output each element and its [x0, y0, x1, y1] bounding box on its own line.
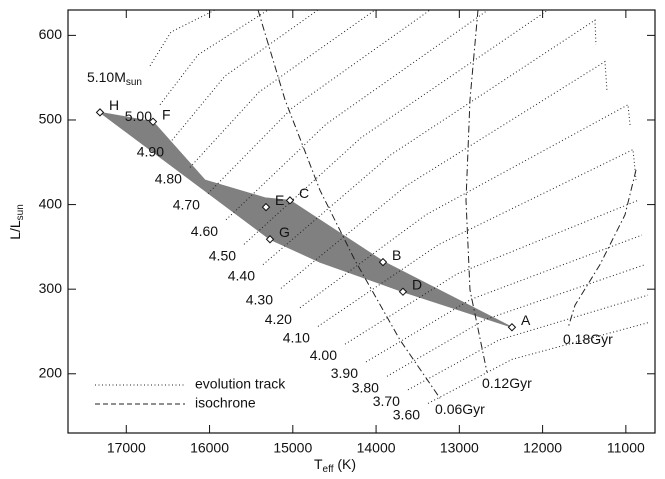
evolution-track — [171, 10, 319, 141]
point-marker — [398, 287, 408, 296]
track-label: 4.70 — [173, 196, 200, 212]
y-label-main: L/L — [7, 220, 23, 240]
x-tick-label: 13000 — [440, 440, 479, 456]
isochrone-label: 0.06Gyr — [435, 401, 485, 417]
y-axis-label: L/Lsun — [7, 204, 26, 240]
x-label-sub: eff — [323, 464, 334, 475]
isochrone-label: 0.18Gyr — [563, 331, 613, 347]
evolution-track — [207, 10, 431, 194]
track-label-mass: 4.10 — [283, 329, 310, 345]
evolution-track — [386, 264, 646, 377]
evolution-track — [243, 10, 549, 245]
track-label: 4.00 — [310, 347, 337, 363]
track-label: 4.50 — [209, 247, 236, 263]
point-marker — [265, 235, 275, 244]
point-marker — [95, 108, 105, 117]
evolution-track — [189, 10, 376, 168]
track-label: 3.80 — [352, 379, 379, 395]
point-label: G — [279, 224, 290, 240]
mass-unit-sub: sun — [126, 76, 142, 87]
y-tick-label: 200 — [39, 364, 63, 380]
track-label-mass: 4.70 — [173, 196, 200, 212]
point-marker — [261, 202, 271, 212]
track-label: 5.00 — [125, 107, 152, 123]
isochrone — [567, 169, 637, 329]
y-tick-label: 500 — [39, 111, 63, 127]
point-marker — [285, 196, 295, 205]
x-label-rest: (K) — [333, 456, 356, 472]
track-label: 3.90 — [331, 365, 358, 381]
track-label: 3.70 — [373, 393, 400, 409]
y-tick-label: 400 — [39, 195, 63, 211]
evolution-track — [262, 19, 597, 266]
evolution-track — [225, 10, 489, 221]
y-label-sub: sun — [15, 204, 26, 220]
track-label-mass: 4.90 — [137, 143, 164, 159]
track-label: 5.10Msun — [87, 69, 142, 88]
track-label-mass: 4.00 — [310, 347, 337, 363]
track-label: 3.60 — [393, 406, 420, 422]
track-label-mass: 4.40 — [228, 267, 255, 283]
track-label-mass: 3.80 — [352, 379, 379, 395]
track-label: 4.10 — [283, 329, 310, 345]
plot-area — [99, 10, 651, 404]
evolution-track — [149, 10, 216, 67]
track-label-mass: 4.50 — [209, 247, 236, 263]
point-label: F — [162, 106, 171, 122]
mass-unit: M — [114, 69, 126, 85]
point-marker — [507, 323, 517, 332]
x-axis-label: Teff (K) — [314, 456, 356, 475]
plot-frame — [67, 9, 656, 434]
track-label: 4.90 — [137, 143, 164, 159]
x-label-main: T — [314, 456, 323, 472]
track-label: 4.60 — [191, 223, 218, 239]
track-label-mass: 3.70 — [373, 393, 400, 409]
point-label: B — [392, 247, 401, 263]
x-tick-label: 12000 — [523, 440, 562, 456]
track-label-mass: 3.60 — [393, 406, 420, 422]
track-label-mass: 5.00 — [125, 107, 152, 123]
track-label-mass: 3.90 — [331, 365, 358, 381]
point-label: C — [299, 185, 309, 201]
track-label-mass: 4.30 — [246, 291, 273, 307]
x-tick-label: 14000 — [357, 440, 396, 456]
point-label: A — [521, 312, 531, 328]
evolution-track — [427, 321, 651, 404]
track-label-mass: 5.10 — [87, 69, 114, 85]
track-label: 4.80 — [155, 170, 182, 186]
point-label: D — [412, 276, 422, 292]
evolution-track — [317, 148, 637, 327]
isochrone — [465, 10, 488, 373]
isochrone — [257, 10, 441, 399]
x-tick-label: 15000 — [273, 440, 312, 456]
track-label-mass: 4.20 — [265, 310, 292, 326]
x-tick-label: 16000 — [190, 440, 229, 456]
isochrone-label: 0.12Gyr — [482, 375, 532, 391]
y-tick-label: 300 — [39, 280, 63, 296]
point-label: H — [109, 97, 119, 113]
x-tick-label: 17000 — [107, 440, 146, 456]
legend-label: evolution track — [195, 376, 286, 392]
point-label: E — [275, 192, 284, 208]
track-label: 4.20 — [265, 310, 292, 326]
track-label: 4.30 — [246, 291, 273, 307]
point-marker — [378, 257, 388, 267]
track-label: 4.40 — [228, 267, 255, 283]
point-marker — [148, 117, 158, 126]
evolution-track — [299, 103, 631, 309]
legend-label: isochrone — [195, 395, 256, 411]
y-tick-label: 600 — [39, 26, 63, 42]
track-label-mass: 4.60 — [191, 223, 218, 239]
x-tick-label: 11000 — [607, 440, 645, 456]
track-label-mass: 4.80 — [155, 170, 182, 186]
